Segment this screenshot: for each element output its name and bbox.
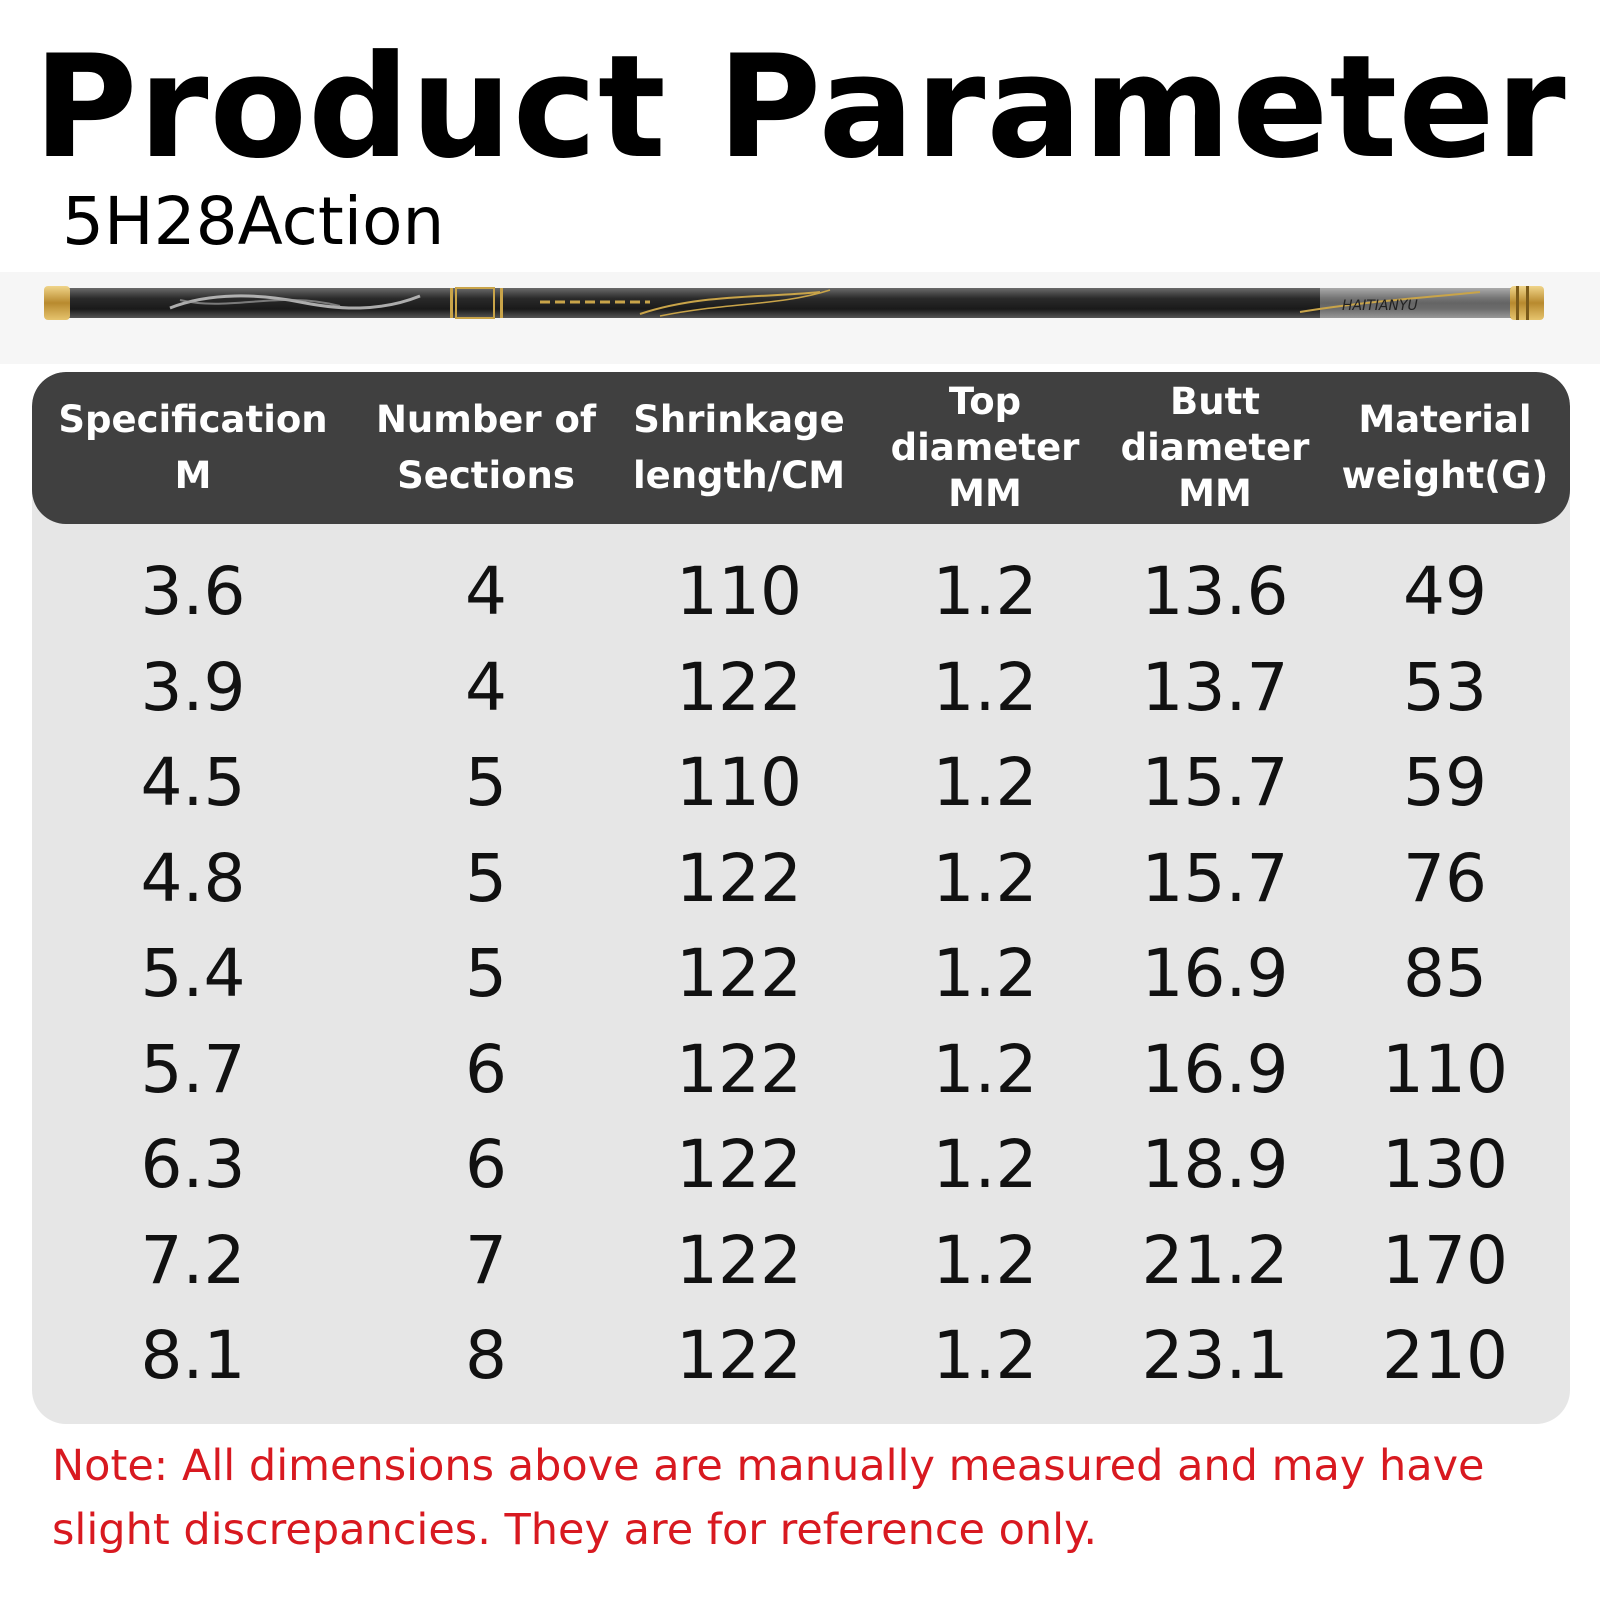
table-row: 5.4 5 122 1.2 16.9 85 (32, 926, 1570, 1022)
fishing-rod-image: HAITIANYU (0, 272, 1600, 364)
cell-weight: 210 (1382, 1317, 1508, 1395)
cell-specification: 4.8 (140, 839, 246, 917)
rod-brand-text: HAITIANYU (1342, 298, 1418, 314)
cell-butt-diameter: 13.7 (1141, 648, 1289, 726)
cell-specification: 3.6 (140, 553, 246, 631)
cell-sections: 4 (465, 648, 507, 726)
header-sections: Number of Sections (375, 398, 597, 497)
cell-sections: 4 (465, 553, 507, 631)
cell-sections: 8 (465, 1317, 507, 1395)
cell-specification: 6.3 (140, 1126, 246, 1204)
cell-butt-diameter: 15.7 (1141, 839, 1289, 917)
cell-sections: 5 (465, 744, 507, 822)
cell-shrinkage: 122 (676, 839, 802, 917)
table-header: Specification M Number of Sections Shrin… (32, 372, 1570, 524)
table-row: 3.9 4 122 1.2 13.7 53 (32, 640, 1570, 736)
cell-sections: 7 (465, 1221, 507, 1299)
cell-shrinkage: 122 (676, 1221, 802, 1299)
header-top-diameter: Top diameter MM (890, 380, 1080, 515)
cell-butt-diameter: 23.1 (1141, 1317, 1289, 1395)
header-butt-diameter: Butt diameter MM (1120, 380, 1310, 515)
cell-top-diameter: 1.2 (932, 648, 1038, 726)
cell-top-diameter: 1.2 (932, 744, 1038, 822)
cell-sections: 6 (465, 1126, 507, 1204)
cell-sections: 5 (465, 839, 507, 917)
cell-specification: 5.4 (140, 935, 246, 1013)
cell-top-diameter: 1.2 (932, 935, 1038, 1013)
cell-weight: 170 (1382, 1221, 1508, 1299)
action-label: 5H28Action (62, 183, 445, 260)
table-row: 6.3 6 122 1.2 18.9 130 (32, 1117, 1570, 1213)
butt-cap (44, 286, 70, 320)
cell-butt-diameter: 21.2 (1141, 1221, 1289, 1299)
cell-top-diameter: 1.2 (932, 1221, 1038, 1299)
header-weight: Material weight(G) (1341, 398, 1549, 497)
table-row: 7.2 7 122 1.2 21.2 170 (32, 1213, 1570, 1309)
cell-weight: 59 (1403, 744, 1487, 822)
cell-sections: 5 (465, 935, 507, 1013)
table-row: 4.5 5 110 1.2 15.7 59 (32, 735, 1570, 831)
fishing-rod-illustration: HAITIANYU (44, 286, 1544, 320)
rod-body (44, 288, 1540, 318)
cell-butt-diameter: 16.9 (1141, 1030, 1289, 1108)
cell-shrinkage: 122 (676, 648, 802, 726)
cell-sections: 6 (465, 1030, 507, 1108)
header-shrinkage-length: Shrinkage length/CM (632, 398, 846, 497)
table-row: 5.7 6 122 1.2 16.9 110 (32, 1022, 1570, 1118)
cell-specification: 5.7 (140, 1030, 246, 1108)
cell-weight: 130 (1382, 1126, 1508, 1204)
table-body: 3.6 4 110 1.2 13.6 49 3.9 4 122 1.2 13.7… (32, 544, 1570, 1404)
cell-top-diameter: 1.2 (932, 1030, 1038, 1108)
cell-specification: 4.5 (140, 744, 246, 822)
cell-shrinkage: 122 (676, 935, 802, 1013)
cell-butt-diameter: 18.9 (1141, 1126, 1289, 1204)
cell-weight: 85 (1403, 935, 1487, 1013)
cell-shrinkage: 122 (676, 1030, 802, 1108)
cell-shrinkage: 122 (676, 1126, 802, 1204)
cell-top-diameter: 1.2 (932, 1317, 1038, 1395)
cell-weight: 76 (1403, 839, 1487, 917)
cell-specification: 7.2 (140, 1221, 246, 1299)
table-row: 4.8 5 122 1.2 15.7 76 (32, 831, 1570, 927)
cell-weight: 53 (1403, 648, 1487, 726)
cell-weight: 110 (1382, 1030, 1508, 1108)
cell-weight: 49 (1403, 553, 1487, 631)
table-row: 8.1 8 122 1.2 23.1 210 (32, 1308, 1570, 1404)
table-row: 3.6 4 110 1.2 13.6 49 (32, 544, 1570, 640)
disclaimer-note: Note: All dimensions above are manually … (52, 1441, 1485, 1555)
cell-shrinkage: 122 (676, 1317, 802, 1395)
cell-top-diameter: 1.2 (932, 839, 1038, 917)
cell-shrinkage: 110 (676, 553, 802, 631)
cell-top-diameter: 1.2 (932, 553, 1038, 631)
header-specification: Specification M (58, 398, 328, 497)
cell-specification: 8.1 (140, 1317, 246, 1395)
cell-shrinkage: 110 (676, 744, 802, 822)
page-title: Product Parameter (33, 25, 1567, 190)
cell-butt-diameter: 16.9 (1141, 935, 1289, 1013)
cell-butt-diameter: 13.6 (1141, 553, 1289, 631)
cell-butt-diameter: 15.7 (1141, 744, 1289, 822)
parameter-table: Specification M Number of Sections Shrin… (32, 372, 1570, 1424)
cell-top-diameter: 1.2 (932, 1126, 1038, 1204)
cell-specification: 3.9 (140, 648, 246, 726)
